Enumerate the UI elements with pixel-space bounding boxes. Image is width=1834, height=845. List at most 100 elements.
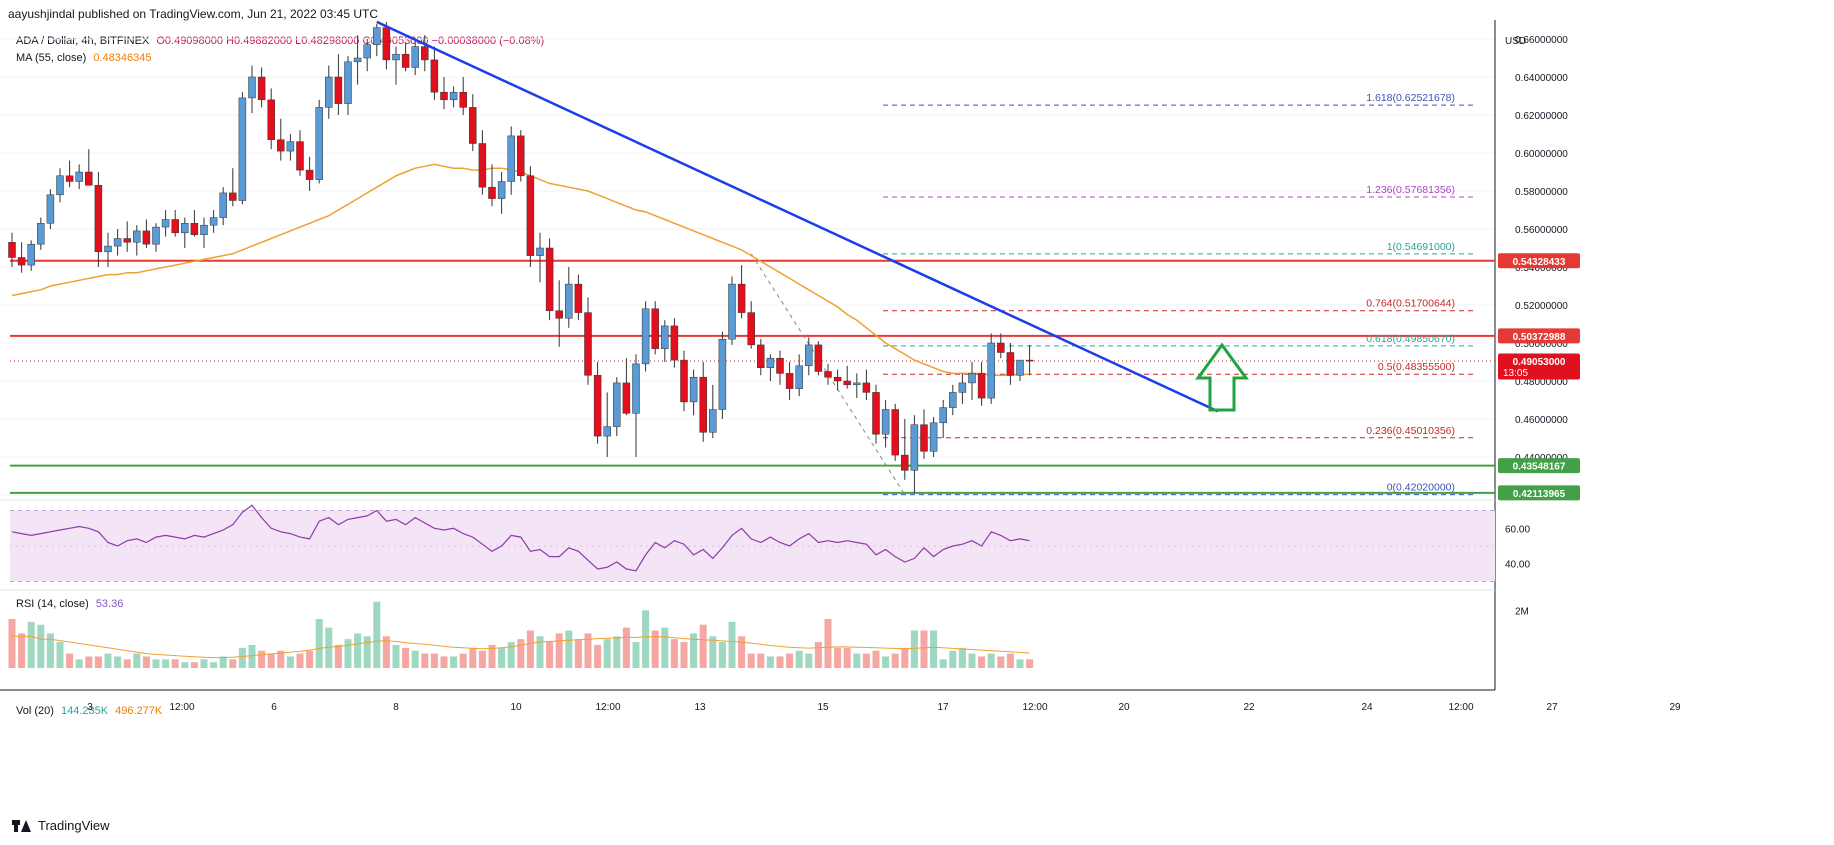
volume-bar bbox=[296, 653, 304, 668]
volume-bar bbox=[430, 653, 438, 668]
candle-body bbox=[1016, 359, 1024, 376]
candle-body bbox=[536, 247, 544, 256]
volume-bar bbox=[603, 639, 611, 668]
rsi-legend[interactable]: RSI (14, close) 53.36 bbox=[16, 598, 127, 610]
candle-body bbox=[305, 169, 314, 180]
volume-bar bbox=[27, 621, 35, 668]
candle-body bbox=[190, 223, 199, 235]
volume-bar bbox=[613, 636, 621, 668]
volume-bar bbox=[133, 653, 141, 668]
candle-body bbox=[805, 344, 813, 367]
volume-bar bbox=[200, 659, 208, 668]
volume-bar bbox=[56, 642, 64, 668]
candle-body bbox=[17, 257, 26, 266]
volume-bar bbox=[46, 633, 54, 668]
price-tag-label: 0.43548167 bbox=[1513, 462, 1566, 473]
ma-legend[interactable]: MA (55, close) 0.48346345 bbox=[16, 52, 156, 64]
candle-body bbox=[267, 99, 275, 140]
volume-bar bbox=[315, 618, 323, 668]
volume-bar bbox=[142, 656, 150, 668]
symbol-legend[interactable]: ADA / Dollar, 4h, BITFINEX O0.49098000 H… bbox=[16, 35, 548, 47]
candle-body bbox=[296, 141, 304, 171]
time-tick-label: 17 bbox=[937, 702, 949, 713]
price-tag-label: 0.49053000 bbox=[1513, 357, 1566, 368]
volume-bar bbox=[987, 653, 995, 668]
candle-body bbox=[363, 44, 371, 59]
volume-bar bbox=[766, 656, 774, 668]
volume-bar bbox=[382, 636, 390, 668]
candle-body bbox=[75, 171, 83, 182]
volume-bar bbox=[824, 618, 832, 668]
candle-body bbox=[373, 27, 381, 45]
candle-body bbox=[949, 392, 957, 408]
candle-body bbox=[421, 46, 429, 61]
candle-body bbox=[238, 97, 247, 201]
price-tick-label: 0.50000000 bbox=[1515, 339, 1568, 350]
time-tick-label: 29 bbox=[1669, 702, 1681, 713]
candle-body bbox=[469, 107, 477, 144]
volume-bar bbox=[776, 656, 784, 668]
volume-bar bbox=[440, 656, 448, 668]
time-tick-label: 13 bbox=[694, 702, 706, 713]
price-tick-label: 0.58000000 bbox=[1515, 187, 1568, 198]
candle-body bbox=[824, 371, 832, 378]
volume-bar bbox=[910, 630, 918, 668]
volume-bar bbox=[978, 656, 986, 668]
volume-bar bbox=[872, 650, 880, 668]
volume-legend[interactable]: Vol (20) 144.235K 496.277K bbox=[16, 705, 166, 717]
candle-body bbox=[593, 375, 602, 437]
candle-body bbox=[334, 76, 343, 104]
candle-body bbox=[757, 344, 765, 368]
price-tag-label: 0.50372988 bbox=[1513, 332, 1566, 343]
volume-bar bbox=[805, 653, 813, 668]
candle-body bbox=[680, 359, 688, 403]
volume-bar bbox=[670, 639, 678, 668]
resistance-price-tag bbox=[1498, 328, 1580, 344]
price-tick-label: 0.60000000 bbox=[1515, 149, 1568, 160]
volume-bar bbox=[584, 633, 592, 668]
rsi-line bbox=[11, 504, 1030, 572]
candle-body bbox=[325, 76, 333, 108]
price-tick-label: 0.52000000 bbox=[1515, 301, 1568, 312]
volume-value: 144.235K bbox=[60, 705, 109, 717]
rsi-value: 53.36 bbox=[95, 598, 124, 610]
volume-bar bbox=[8, 618, 16, 668]
volume-bar bbox=[968, 653, 976, 668]
candle-body bbox=[766, 357, 775, 368]
volume-bar bbox=[392, 644, 400, 668]
volume-bar bbox=[526, 630, 534, 668]
volume-bar bbox=[680, 642, 688, 668]
candle-body bbox=[958, 382, 967, 393]
candle-body bbox=[229, 192, 237, 201]
candle-body bbox=[27, 243, 35, 266]
tradingview-brand[interactable]: TradingView bbox=[12, 818, 110, 833]
candle-body bbox=[613, 382, 621, 427]
volume-bar bbox=[325, 627, 333, 668]
candle-body bbox=[1025, 359, 1034, 362]
candle-body bbox=[123, 238, 131, 243]
candle-body bbox=[507, 135, 515, 182]
candle-body bbox=[430, 59, 439, 93]
candle-body bbox=[862, 382, 871, 393]
candle-body bbox=[545, 247, 554, 311]
candle-body bbox=[891, 409, 899, 456]
support-resistance-lines bbox=[10, 259, 1495, 494]
volume-bar bbox=[421, 653, 429, 668]
volume-bar bbox=[690, 633, 698, 668]
current-price-tag bbox=[1498, 353, 1580, 380]
candle-body bbox=[843, 380, 851, 386]
volume-bar bbox=[18, 633, 26, 668]
volume-bar bbox=[565, 630, 573, 668]
candle-body bbox=[152, 226, 160, 245]
volume-bar bbox=[219, 656, 227, 668]
fib-level-label: 0.236(0.45010356) bbox=[1366, 425, 1455, 437]
resistance-price-tag bbox=[1498, 253, 1580, 269]
volume-bar bbox=[795, 650, 803, 668]
candle-body bbox=[37, 223, 45, 245]
candle-body bbox=[401, 53, 410, 68]
price-tick-label: 0.66000000 bbox=[1515, 35, 1568, 46]
volume-tick-label: 2M bbox=[1515, 606, 1529, 617]
volume-bar bbox=[181, 662, 189, 668]
